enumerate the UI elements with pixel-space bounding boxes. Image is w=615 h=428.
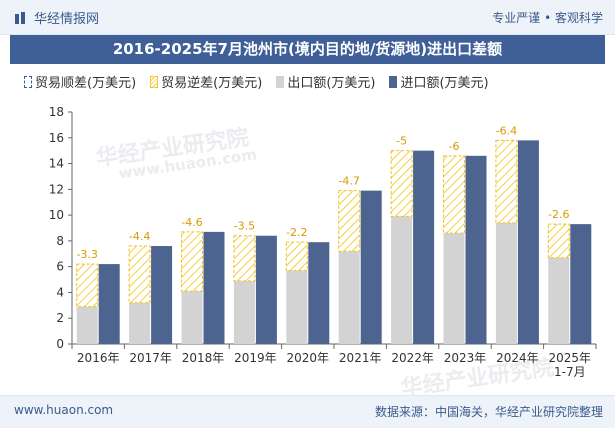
export-bar — [391, 216, 413, 344]
y-tick-label: 0 — [56, 337, 64, 351]
deficit-bar — [390, 150, 413, 217]
website-link[interactable]: www.huaon.com — [14, 403, 114, 417]
deficit-data-label: -2.6 — [548, 208, 569, 221]
deficit-data-label: -2.2 — [286, 226, 307, 239]
deficit-data-label: -3.3 — [76, 248, 97, 261]
legend-label-surplus: 贸易顺差(万美元) — [35, 76, 137, 91]
export-bar — [181, 291, 203, 344]
x-tick-label: 1-7月 — [554, 365, 586, 379]
deficit-bar — [443, 155, 465, 234]
bar-logo-icon — [15, 11, 25, 24]
legend-item-export[interactable]: 出口额(万美元) — [276, 72, 375, 91]
deficit-data-label: -4.7 — [338, 175, 359, 188]
x-tick-label: 2022年 — [391, 351, 434, 365]
y-tick-label: 8 — [56, 234, 64, 248]
import-bar — [465, 155, 487, 344]
import-bar — [570, 224, 592, 344]
deficit-bar — [495, 139, 518, 224]
legend-swatch-deficit — [150, 75, 159, 88]
x-tick-label: 2025年 — [549, 351, 592, 365]
export-bar — [443, 233, 465, 344]
export-bar — [286, 270, 308, 344]
deficit-data-label: -4.6 — [181, 216, 202, 229]
y-tick-label: 14 — [49, 157, 64, 171]
legend-label-import: 进口额(万美元) — [400, 76, 489, 91]
import-bar — [255, 235, 277, 344]
export-bar — [495, 222, 517, 344]
import-bar — [203, 231, 225, 344]
import-bar — [98, 264, 120, 344]
x-tick-label: 2016年 — [77, 351, 120, 365]
deficit-bar — [233, 235, 256, 282]
import-bar — [360, 190, 382, 344]
deficit-bar — [128, 245, 151, 304]
y-tick-label: 4 — [56, 285, 64, 299]
data-source: 数据来源：中国海关，华经产业研究院整理 — [374, 405, 603, 419]
y-tick-label: 16 — [49, 131, 64, 145]
deficit-data-label: -6 — [449, 140, 460, 153]
y-tick-label: 18 — [49, 105, 64, 119]
export-bar — [338, 251, 360, 344]
deficit-bar — [547, 223, 570, 259]
export-bar — [233, 280, 255, 344]
deficit-bar — [285, 241, 308, 272]
y-tick-label: 12 — [49, 182, 64, 196]
export-bar — [129, 302, 151, 344]
x-tick-label: 2017年 — [129, 351, 172, 365]
deficit-data-label: -3.5 — [234, 220, 255, 233]
deficit-bar — [338, 190, 361, 252]
legend-item-deficit[interactable]: 贸易逆差(万美元) — [150, 72, 262, 91]
brand-name: 华经情报网 — [34, 12, 100, 27]
deficit-bar — [181, 231, 203, 292]
legend-swatch-import — [389, 75, 398, 88]
deficit-data-label: -6.4 — [496, 124, 517, 137]
deficit-bar — [76, 263, 99, 308]
chart-legend: 贸易顺差(万美元) 贸易逆差(万美元) 出口额(万美元) 进口额(万美元) — [24, 72, 503, 91]
legend-item-import[interactable]: 进口额(万美元) — [389, 72, 489, 91]
y-tick-label: 10 — [49, 208, 64, 222]
brand[interactable]: 华经情报网 — [14, 8, 99, 27]
deficit-data-label: -4.4 — [129, 230, 150, 243]
x-tick-label: 2018年 — [182, 351, 225, 365]
x-tick-label: 2021年 — [339, 351, 382, 365]
import-bar — [151, 246, 173, 344]
legend-label-deficit: 贸易逆差(万美元) — [161, 76, 263, 91]
x-tick-label: 2019年 — [234, 351, 277, 365]
x-tick-label: 2023年 — [444, 351, 487, 365]
export-bar — [76, 306, 98, 344]
export-bar — [548, 257, 570, 344]
legend-swatch-surplus — [24, 75, 32, 88]
legend-swatch-export — [276, 75, 285, 88]
import-bar — [517, 140, 539, 344]
y-tick-label: 6 — [56, 260, 64, 274]
legend-item-surplus[interactable]: 贸易顺差(万美元) — [24, 72, 136, 91]
tagline: 专业严谨 • 客观科学 — [492, 11, 603, 25]
x-tick-label: 2024年 — [496, 351, 539, 365]
top-bar: 华经情报网 专业严谨 • 客观科学 — [0, 0, 615, 35]
deficit-data-label: -5 — [396, 135, 407, 148]
x-tick-label: 2020年 — [287, 351, 330, 365]
chart-title: 2016-2025年7月池州市(境内目的地/货源地)进出口差额 — [10, 35, 605, 64]
y-tick-label: 2 — [56, 311, 64, 325]
import-bar — [413, 150, 435, 344]
legend-label-export: 出口额(万美元) — [287, 76, 376, 91]
footer: www.huaon.com 数据来源：中国海关，华经产业研究院整理 — [0, 395, 615, 428]
import-bar — [308, 242, 330, 344]
